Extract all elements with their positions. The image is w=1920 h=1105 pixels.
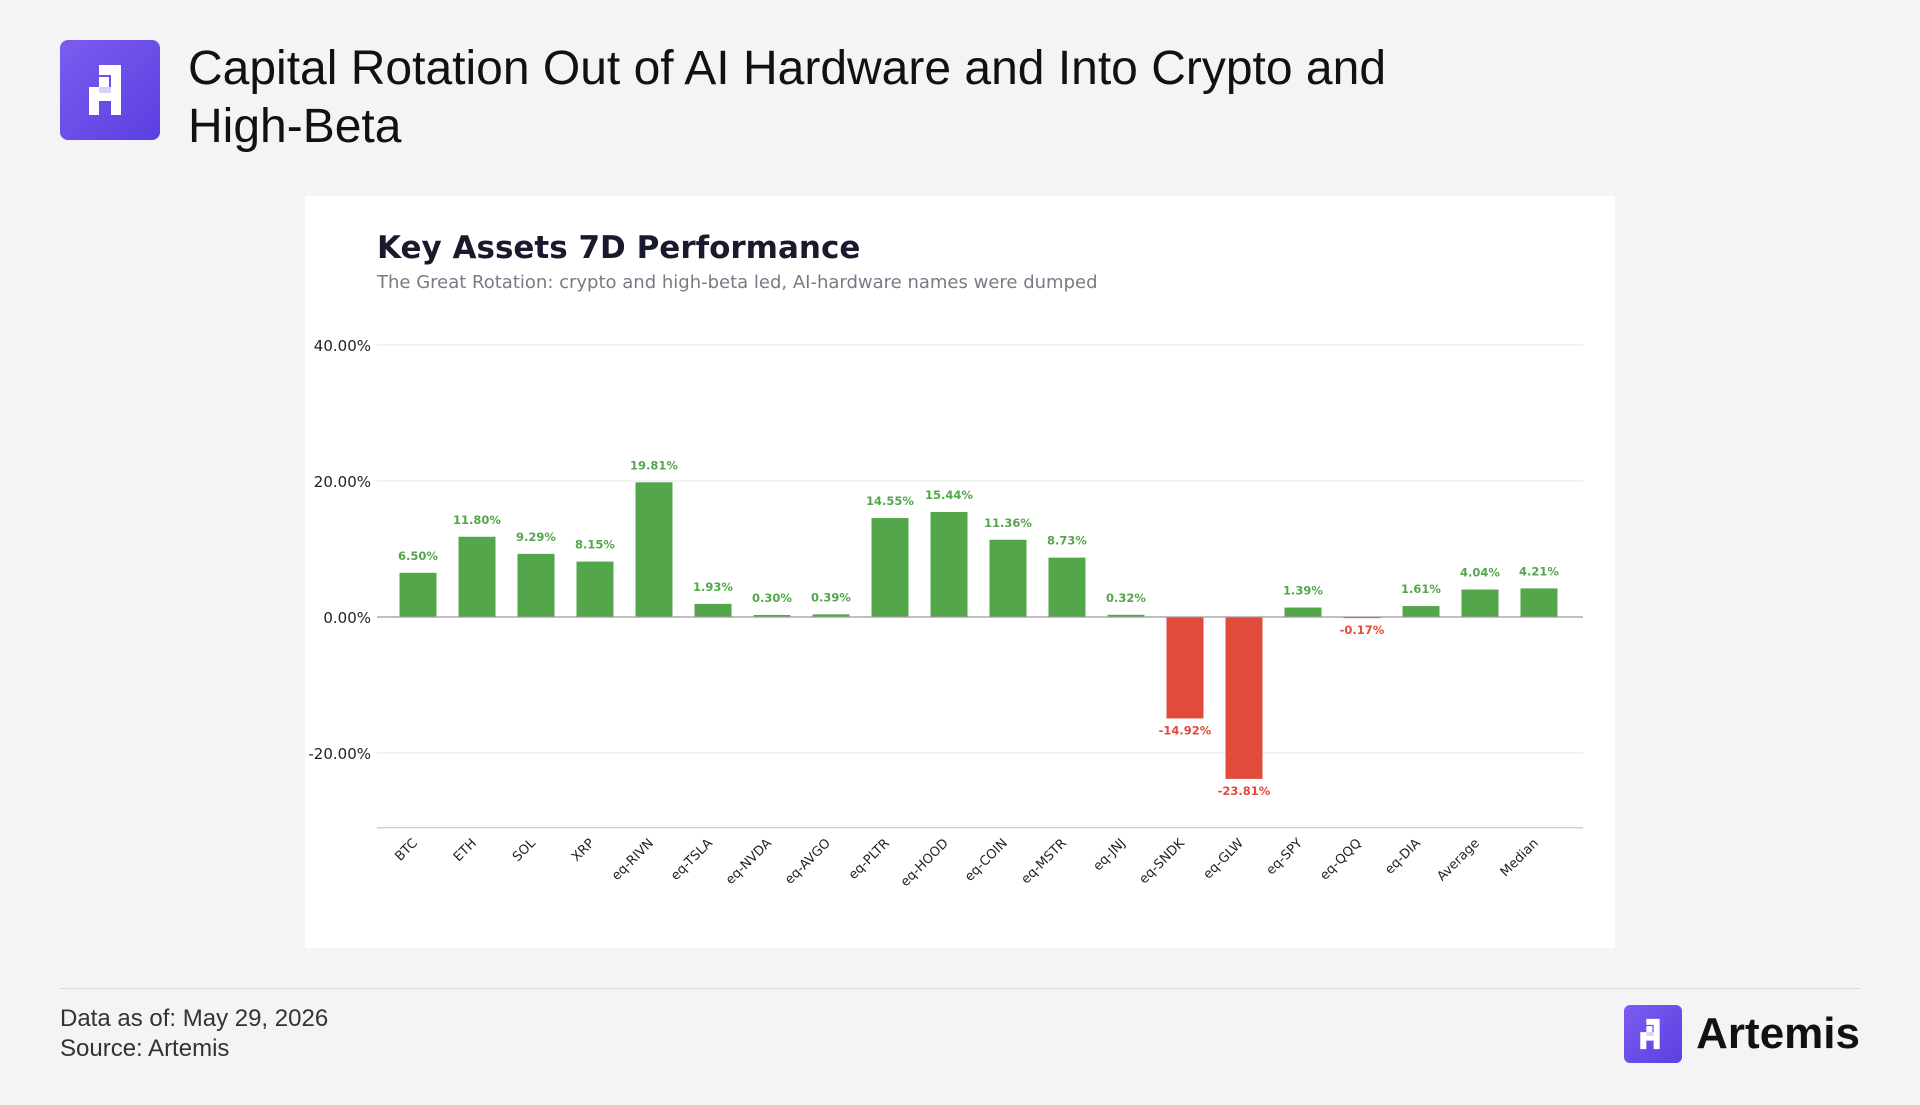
x-tick-label: eq-JNJ <box>1091 836 1129 874</box>
x-tick-label: Median <box>1498 836 1542 880</box>
bar <box>812 614 850 617</box>
x-tick-label: eq-COIN <box>962 836 1011 885</box>
bar <box>458 536 496 617</box>
brand-name: Artemis <box>1696 1009 1860 1058</box>
data-label: 4.04% <box>1460 566 1500 580</box>
x-tick-label: eq-QQQ <box>1317 836 1364 883</box>
data-label: 11.36% <box>984 516 1032 530</box>
data-label: 4.21% <box>1519 564 1559 578</box>
data-label: 8.15% <box>575 538 615 552</box>
data-label: -14.92% <box>1159 723 1212 737</box>
footer-logo <box>1624 1005 1683 1063</box>
bar <box>989 539 1027 617</box>
bar <box>635 482 673 617</box>
data-label: 0.39% <box>811 590 851 604</box>
bar <box>576 561 614 617</box>
y-tick-label: 0.00% <box>323 609 371 627</box>
bar <box>871 518 909 617</box>
bar <box>930 512 968 617</box>
data-label: 6.50% <box>398 549 438 563</box>
x-tick-label: eq-AVGO <box>782 836 834 888</box>
y-tick-label: 20.00% <box>314 473 371 491</box>
data-label: 15.44% <box>925 488 973 502</box>
bar <box>1225 617 1263 779</box>
x-tick-label: eq-PLTR <box>846 836 893 883</box>
data-label: 9.29% <box>516 530 556 544</box>
data-label: -0.17% <box>1340 623 1385 637</box>
chart-subtitle: The Great Rotation: crypto and high-beta… <box>377 272 1098 293</box>
page-title: Capital Rotation Out of AI Hardware and … <box>188 42 1387 153</box>
chart-title: Key Assets 7D Performance <box>377 230 861 266</box>
bar <box>1166 617 1204 719</box>
data-label: 1.61% <box>1401 582 1441 596</box>
data-label: 14.55% <box>866 494 914 508</box>
artemis-logo-icon <box>1640 1018 1660 1050</box>
y-tick-label: 40.00% <box>314 337 371 355</box>
source-label: Source: Artemis <box>60 1035 230 1062</box>
x-tick-label: eq-NVDA <box>723 836 775 888</box>
x-tick-label: BTC <box>392 836 420 864</box>
x-tick-label: eq-RIVN <box>609 836 657 884</box>
bar <box>1461 589 1499 617</box>
data-label: 19.81% <box>630 458 678 472</box>
bar <box>1520 588 1558 617</box>
artemis-logo-icon <box>89 65 121 115</box>
header-logo <box>60 40 160 140</box>
x-tick-label: ETH <box>451 836 480 865</box>
x-tick-label: eq-TSLA <box>668 836 716 884</box>
footer-divider <box>60 988 1860 989</box>
data-as-of: Data as of: May 29, 2026 <box>60 1005 329 1032</box>
data-label: 1.39% <box>1283 584 1323 598</box>
bar <box>1284 607 1322 617</box>
x-tick-label: eq-SNDK <box>1137 836 1189 888</box>
x-tick-label: eq-GLW <box>1201 836 1247 882</box>
y-tick-label: -20.00% <box>308 745 371 763</box>
data-label: -23.81% <box>1218 784 1271 798</box>
x-tick-label: XRP <box>569 836 598 865</box>
footer-brand: Artemis <box>1624 1005 1860 1063</box>
data-label: 0.32% <box>1106 591 1146 605</box>
bar <box>517 553 555 617</box>
x-tick-label: eq-DIA <box>1382 836 1424 878</box>
bar <box>1107 614 1145 617</box>
data-label: 11.80% <box>453 513 501 527</box>
data-label: 1.93% <box>693 580 733 594</box>
bar <box>1048 557 1086 617</box>
data-label: 0.30% <box>752 591 792 605</box>
bar <box>399 572 437 617</box>
bar <box>694 603 732 617</box>
bar-chart: 40.00% 20.00% 0.00% -20.00% 6.50% BTC 11.80% ET… <box>308 337 1583 890</box>
x-tick-label: Average <box>1434 836 1482 884</box>
x-tick-label: eq-SPY <box>1264 836 1306 878</box>
x-tick-label: eq-HOOD <box>898 836 952 890</box>
x-tick-label: eq-MSTR <box>1019 836 1070 887</box>
data-label: 8.73% <box>1047 534 1087 548</box>
bar <box>1402 606 1440 617</box>
bar <box>753 614 791 617</box>
chart-card: Key Assets 7D Performance The Great Rota… <box>305 196 1615 948</box>
x-tick-label: SOL <box>510 835 539 864</box>
